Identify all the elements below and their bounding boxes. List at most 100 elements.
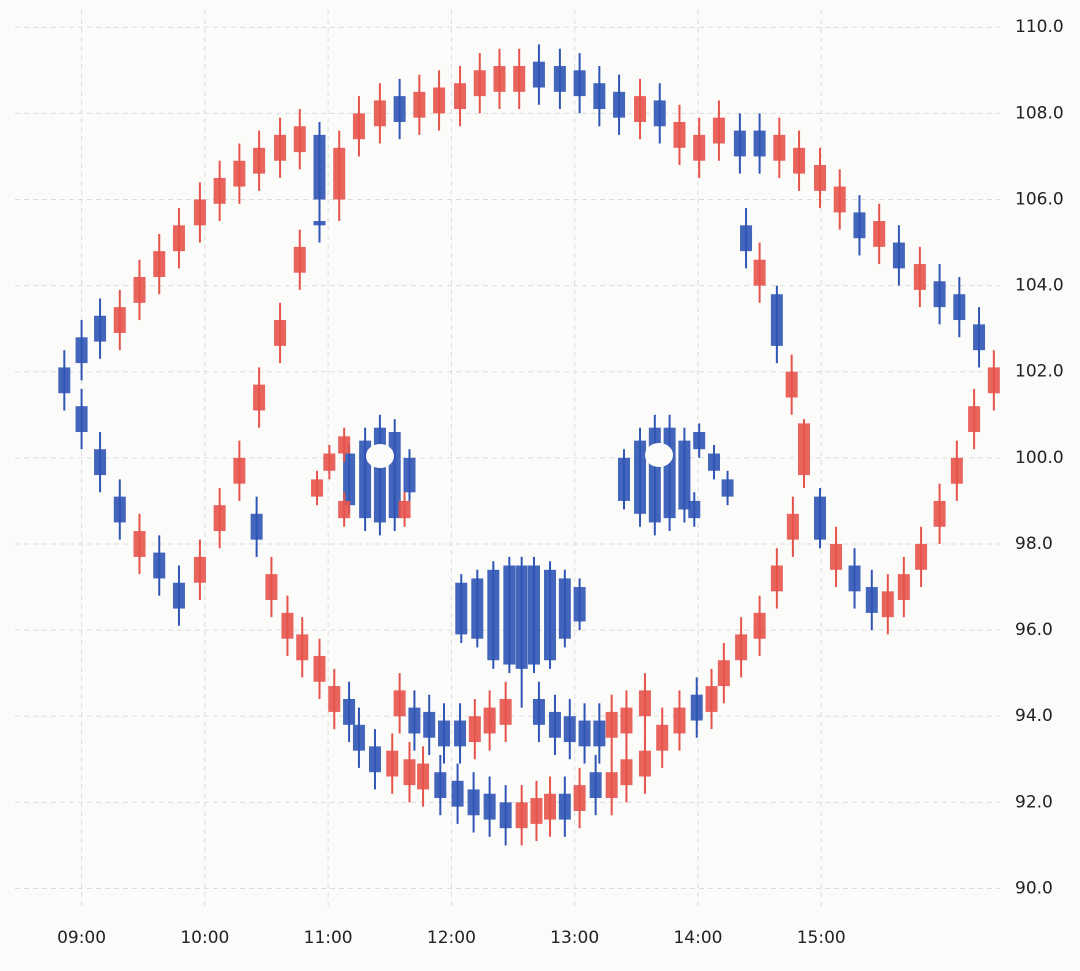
- candle-body: [368, 746, 381, 773]
- candle-body: [721, 479, 734, 497]
- candle-body: [352, 113, 365, 140]
- candle-body: [773, 134, 786, 161]
- candle-body: [544, 793, 557, 820]
- candle-body: [933, 281, 946, 308]
- x-tick-label: 14:00: [673, 928, 722, 948]
- candle-body: [352, 724, 365, 751]
- candle-body: [544, 569, 557, 661]
- candle-body: [393, 96, 406, 122]
- candle-body: [735, 634, 748, 661]
- candle-body: [705, 686, 718, 712]
- candle-body: [973, 324, 986, 351]
- candle-body: [987, 367, 1000, 394]
- candle-body: [75, 406, 88, 433]
- candle-body: [673, 707, 686, 734]
- candle-body: [770, 294, 783, 346]
- candle-body: [897, 574, 910, 600]
- x-tick-label: 10:00: [180, 928, 229, 948]
- candle-body: [814, 165, 827, 191]
- candle-body: [233, 457, 246, 484]
- candle-body: [281, 612, 294, 639]
- candle-body: [398, 500, 411, 519]
- candle-body: [172, 225, 185, 252]
- candle-body: [573, 70, 586, 97]
- candle-body: [313, 221, 326, 226]
- candle-body: [617, 457, 630, 501]
- y-tick-label: 108.0: [1015, 103, 1064, 123]
- candle-body: [75, 337, 88, 364]
- candle-body: [328, 686, 341, 712]
- candle-body: [733, 130, 746, 157]
- candle-body: [233, 160, 246, 187]
- y-tick-label: 90.0: [1015, 878, 1053, 898]
- candle-body: [193, 199, 206, 226]
- candle-body: [968, 406, 981, 433]
- candle-body: [638, 750, 651, 777]
- candle-body: [253, 147, 266, 174]
- candle-body: [785, 371, 798, 398]
- candle-body: [656, 724, 669, 751]
- y-tick-label: 110.0: [1015, 17, 1064, 37]
- candle-body: [454, 83, 467, 110]
- candle-body: [172, 582, 185, 609]
- y-tick-label: 106.0: [1015, 189, 1064, 209]
- candle-body: [814, 496, 827, 540]
- candle-body: [213, 177, 226, 204]
- candle-body: [483, 793, 496, 820]
- candle-body: [620, 759, 633, 786]
- candle-body: [313, 134, 326, 200]
- y-tick-label: 96.0: [1015, 620, 1053, 640]
- candle-body: [153, 251, 166, 277]
- y-tick-label: 102.0: [1015, 362, 1064, 382]
- candle-body: [94, 315, 107, 342]
- candle-body: [648, 427, 661, 523]
- x-tick-label: 15:00: [797, 928, 846, 948]
- candle-body: [797, 423, 810, 476]
- candle-body: [213, 505, 226, 532]
- candle-body: [915, 543, 928, 570]
- grid: [15, 10, 1000, 910]
- candle-body: [293, 126, 306, 153]
- candle-body: [634, 96, 647, 122]
- candle-body: [468, 716, 481, 743]
- candle-body: [434, 772, 447, 799]
- candle-body: [548, 711, 561, 738]
- candle-body: [323, 453, 336, 471]
- candle-body: [593, 720, 606, 747]
- candle-body: [532, 698, 545, 725]
- candle-body: [620, 707, 633, 734]
- candle-body: [94, 449, 107, 476]
- candle-body: [250, 513, 263, 540]
- candle-body: [953, 294, 966, 321]
- candle-body: [528, 565, 541, 665]
- candle-body: [578, 720, 591, 747]
- candle-body: [473, 70, 486, 97]
- candle-body: [311, 479, 324, 497]
- candle-body: [881, 591, 894, 618]
- candle-body: [333, 147, 346, 200]
- candle-body: [753, 130, 766, 157]
- candle-body: [373, 100, 386, 127]
- candle-body: [499, 698, 512, 725]
- y-tick-label: 98.0: [1015, 534, 1053, 554]
- candle-body: [678, 440, 691, 510]
- candle-body: [133, 276, 146, 303]
- candle-body: [690, 694, 703, 721]
- candle-body: [553, 65, 566, 92]
- candle-body: [487, 569, 500, 661]
- candle-body: [417, 763, 430, 790]
- candles: [58, 44, 1000, 846]
- candle-body: [386, 750, 399, 777]
- y-tick-label: 100.0: [1015, 448, 1064, 468]
- y-tick-label: 94.0: [1015, 706, 1053, 726]
- candle-body: [343, 453, 356, 506]
- eye-highlight: [645, 443, 673, 467]
- x-tick-label: 12:00: [427, 928, 476, 948]
- candle-body: [770, 565, 783, 592]
- candle-body: [274, 134, 287, 161]
- candle-body: [530, 798, 543, 824]
- x-tick-label: 09:00: [57, 928, 106, 948]
- candle-body: [558, 793, 571, 820]
- candle-body: [455, 582, 468, 635]
- candle-body: [113, 496, 126, 523]
